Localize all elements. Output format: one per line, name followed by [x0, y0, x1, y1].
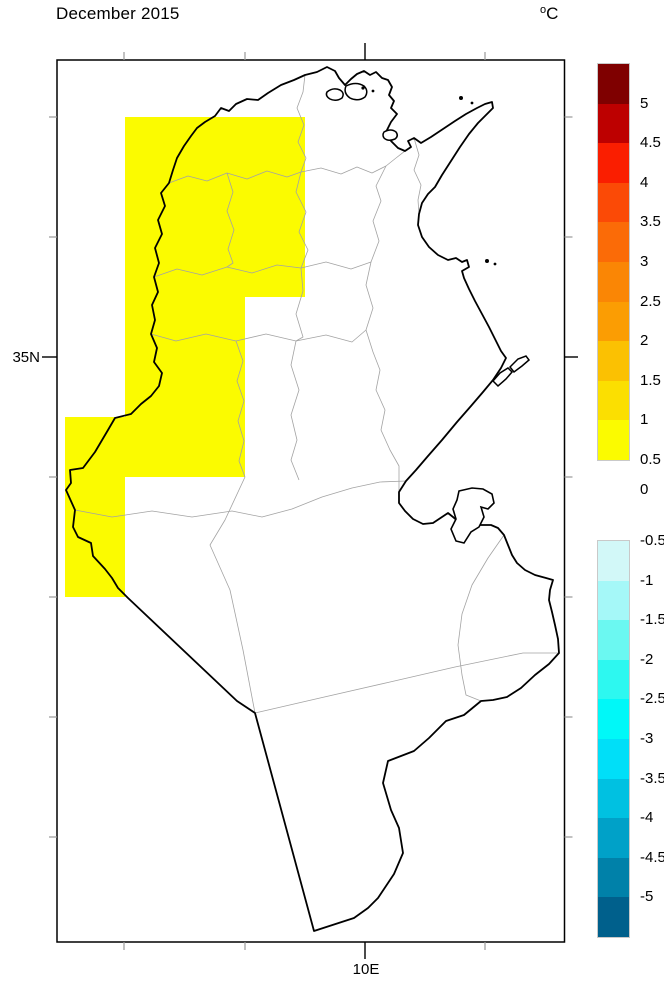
- coastal-lagoons: [325, 82, 399, 142]
- degree-symbol: o: [540, 4, 547, 16]
- colorbar-tick-label: 4.5: [640, 134, 661, 152]
- colorbar-tick-label: 2.5: [640, 292, 661, 310]
- kuriat-islet: [493, 262, 497, 266]
- colorbar-segment: [598, 620, 629, 660]
- colorbar-tick-label: -3.5: [640, 769, 664, 787]
- kerkennah-island: [491, 367, 514, 388]
- anomaly-cell-layer: [65, 117, 305, 597]
- lake-ichkeul: [325, 88, 344, 102]
- colorbar-segment: [598, 182, 629, 223]
- y-axis-tick-label: 35N: [12, 349, 40, 366]
- colorbar-segment: [598, 699, 629, 739]
- colorbar-tick-label: 3.5: [640, 213, 661, 231]
- anomaly-cell-region: [125, 297, 245, 477]
- cani-islet: [371, 89, 375, 93]
- colorbar-unit-label: oC: [540, 4, 558, 24]
- colorbar-segment: [598, 897, 629, 937]
- colorbar-segment: [598, 301, 629, 342]
- lake-bizerte: [344, 82, 368, 101]
- colorbar-tick-label: -4: [640, 809, 654, 827]
- lake-tunis: [382, 129, 399, 142]
- colorbar-segment: [598, 103, 629, 144]
- tunisia-outline: [65, 66, 560, 932]
- colorbar-segment: [598, 341, 629, 381]
- zembra-islet: [459, 96, 463, 100]
- colorbar-segment: [598, 380, 629, 421]
- kerkennah-island: [508, 355, 531, 374]
- colorbar-tick-label: -2.5: [640, 690, 664, 708]
- zembretta-islet: [470, 101, 474, 105]
- colorbar-tick-label: 3: [640, 253, 649, 270]
- colorbar-segment: [598, 143, 629, 183]
- minor-ticks: [49, 52, 573, 950]
- colorbar-segment: [598, 541, 629, 581]
- colorbar-tick-label: 2: [640, 332, 649, 350]
- colorbar-segment: [598, 222, 629, 262]
- plot-title: December 2015: [56, 4, 180, 23]
- plot-frame: [56, 59, 566, 943]
- colorbar-segment: [598, 778, 629, 819]
- colorbar-tick-label: 5: [640, 94, 649, 112]
- colorbar-tick-label: 0: [640, 481, 649, 498]
- colorbar-segment: [598, 64, 629, 104]
- colorbar-tick-label: -3: [640, 730, 654, 747]
- colorbar-tick-label: 1: [640, 411, 649, 429]
- colorbar-segment: [598, 857, 629, 898]
- colorbar-segment: [598, 420, 629, 460]
- colorbar-tick-label: -2: [640, 650, 654, 668]
- kuriat-islet: [485, 259, 489, 263]
- djerba-island: [450, 487, 495, 544]
- anomaly-cell-region: [65, 417, 125, 597]
- colorbar-cool: [597, 540, 630, 938]
- colorbar-segment: [598, 818, 629, 858]
- colorbar-tick-label: 1.5: [640, 371, 661, 389]
- colorbar-tick-label: -0.5: [640, 532, 664, 549]
- colorbar-tick-label: 4: [640, 173, 649, 191]
- colorbar-segment: [598, 580, 629, 621]
- x-axis-tick-label: 10E: [352, 961, 380, 978]
- colorbar-tick-label: -1: [640, 571, 654, 589]
- major-ticks: [42, 43, 578, 959]
- colorbar-tick-label: 0.5: [640, 451, 661, 468]
- governorate-boundaries: [74, 74, 559, 714]
- anomaly-cell-region: [125, 117, 305, 297]
- colorbar-tick-label: -4.5: [640, 848, 664, 866]
- colorbar-tick-label: -1.5: [640, 611, 664, 629]
- colorbar-segment: [598, 261, 629, 302]
- colorbar-segment: [598, 659, 629, 700]
- unit-letter: C: [546, 4, 559, 23]
- colorbar-warm: [597, 63, 630, 461]
- islands: [361, 86, 531, 544]
- cani-islet: [361, 86, 365, 90]
- colorbar-segment: [598, 738, 629, 779]
- colorbar-tick-label: -5: [640, 888, 654, 906]
